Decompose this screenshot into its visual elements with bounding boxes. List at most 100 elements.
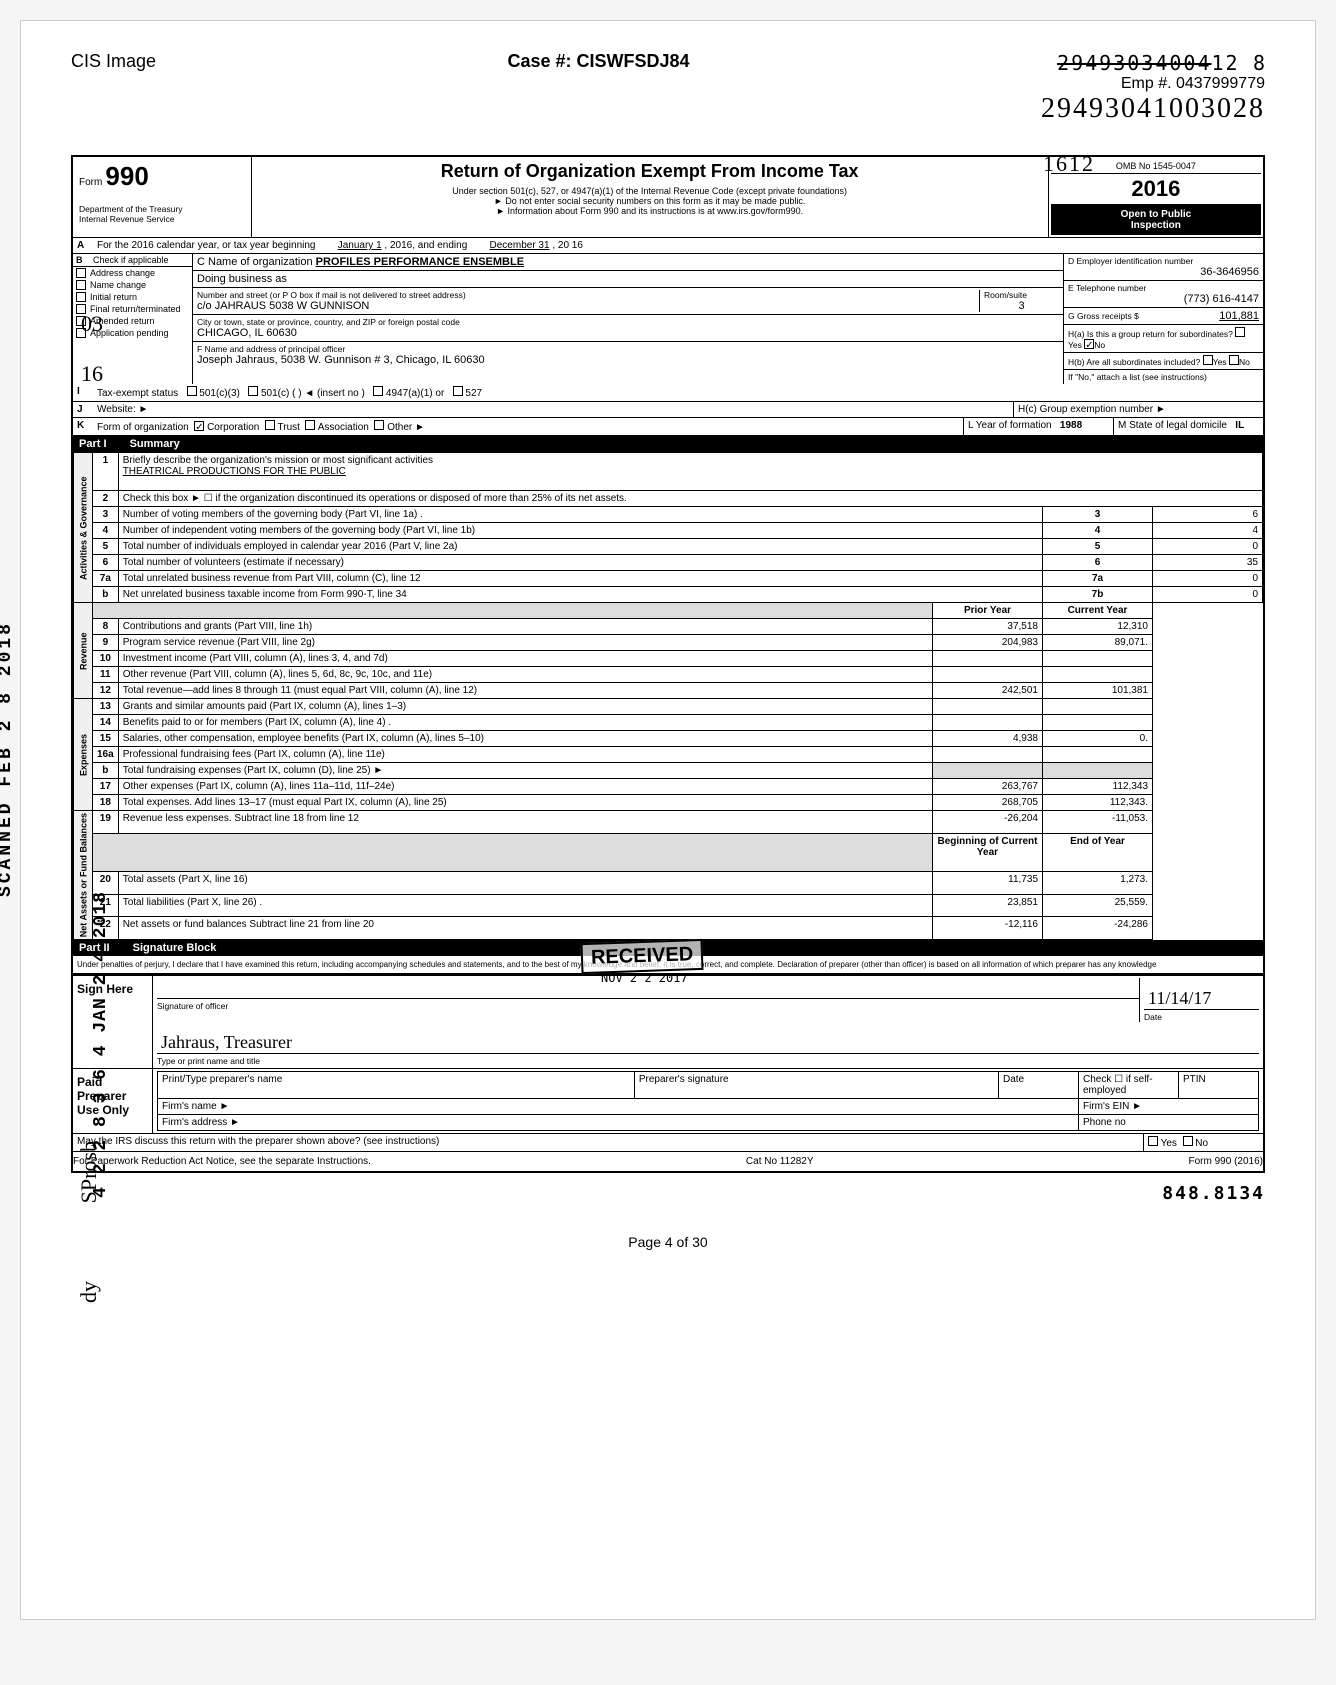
row-j: J Website: ► H(c) Group exemption number…: [73, 402, 1263, 418]
line1-text: Briefly describe the organization's miss…: [123, 455, 433, 466]
sub3: ► Information about Form 990 and its ins…: [256, 206, 1044, 216]
opt-527: 527: [465, 388, 482, 399]
line7b-num: b: [93, 587, 119, 603]
line17-text: Other expenses (Part IX, column (A), lin…: [118, 779, 932, 795]
line17-num: 17: [93, 779, 119, 795]
line8-cy: 12,310: [1043, 619, 1153, 635]
row-a-jan: January 1: [338, 240, 382, 251]
checkbox-address-change[interactable]: [76, 268, 86, 278]
strike-suffix: 12: [1212, 51, 1240, 75]
line12-num: 12: [93, 683, 119, 699]
column-d: D Employer identification number 36-3646…: [1063, 254, 1263, 384]
line3-sub: 3: [1043, 507, 1153, 523]
ha-no: No: [1094, 340, 1105, 350]
line20-cy: 1,273.: [1043, 872, 1153, 895]
hand-year-top: 1612: [1043, 151, 1095, 177]
hb-yes-checkbox[interactable]: [1203, 355, 1213, 365]
form-footer: For Paperwork Reduction Act Notice, see …: [73, 1152, 1263, 1171]
dba-label: Doing business as: [197, 273, 287, 285]
cat-no: Cat No 11282Y: [746, 1156, 814, 1167]
line6-val: 35: [1153, 555, 1263, 571]
line11-text: Other revenue (Part VIII, column (A), li…: [118, 667, 932, 683]
line3-num: 3: [93, 507, 119, 523]
line18-num: 18: [93, 795, 119, 811]
line10-num: 10: [93, 651, 119, 667]
checkbox-initial-return[interactable]: [76, 292, 86, 302]
side-activities: Activities & Governance: [74, 453, 93, 603]
ha-yes-checkbox[interactable]: [1235, 327, 1245, 337]
line12-py: 242,501: [933, 683, 1043, 699]
column-c: C Name of organization PROFILES PERFORMA…: [193, 254, 1063, 384]
j-text: Website: ►: [93, 402, 1013, 417]
527-checkbox[interactable]: [453, 386, 463, 396]
4947-checkbox[interactable]: [373, 386, 383, 396]
line19-text: Revenue less expenses. Subtract line 18 …: [118, 811, 932, 834]
discuss-no-checkbox[interactable]: [1183, 1136, 1193, 1146]
may-irs-text: May the IRS discuss this return with the…: [73, 1134, 1143, 1151]
501c3-checkbox[interactable]: [187, 386, 197, 396]
assoc-checkbox[interactable]: [305, 420, 315, 430]
ha-no-checkbox[interactable]: [1084, 339, 1094, 349]
paperwork-text: For Paperwork Reduction Act Notice, see …: [73, 1156, 371, 1167]
b-text: Check if applicable: [93, 255, 169, 265]
prep-sig-label: Preparer's signature: [634, 1072, 998, 1099]
bottom-number: 848.8134: [71, 1183, 1265, 1204]
line7a-val: 0: [1153, 571, 1263, 587]
row-a-content: For the 2016 calendar year, or tax year …: [93, 238, 1263, 253]
opt-501c3: 501(c)(3): [199, 388, 240, 399]
ptin-label: PTIN: [1179, 1072, 1259, 1099]
c-label: C Name of organization: [197, 256, 313, 268]
l-text: L Year of formation: [968, 420, 1052, 431]
sig-label: Signature of officer: [157, 1001, 1139, 1011]
addr-value: c/o JAHRAUS 5038 W GUNNISON: [197, 300, 979, 312]
corp-checkbox[interactable]: [194, 421, 204, 431]
paid-preparer-label: Paid Preparer Use Only: [73, 1069, 153, 1133]
line22-text: Net assets or fund balances Subtract lin…: [118, 917, 932, 940]
end-digit: 8: [1253, 51, 1265, 75]
discuss-yes: Yes: [1161, 1138, 1177, 1149]
line19-num: 19: [93, 811, 119, 834]
discuss-yes-checkbox[interactable]: [1148, 1136, 1158, 1146]
other-checkbox[interactable]: [374, 420, 384, 430]
line15-num: 15: [93, 731, 119, 747]
public2: Inspection: [1131, 220, 1181, 231]
l-val: 1988: [1060, 420, 1082, 431]
gross-value: 101,881: [1219, 310, 1259, 322]
row-a-mid: , 2016, and ending: [384, 240, 467, 251]
part1-title: Summary: [130, 438, 180, 450]
ha-label: H(a) Is this a group return for subordin…: [1068, 329, 1233, 339]
name-change-label: Name change: [90, 280, 146, 290]
501c-checkbox[interactable]: [248, 386, 258, 396]
case-label: Case #: CISWFSDJ84: [507, 51, 689, 72]
line19-py: -26,204: [933, 811, 1043, 834]
line4-num: 4: [93, 523, 119, 539]
form-word: Form: [79, 177, 102, 188]
e-label: E Telephone number: [1068, 283, 1259, 293]
hb-no-checkbox[interactable]: [1229, 355, 1239, 365]
sig-date-val: 11/14/17: [1144, 980, 1259, 1010]
checkbox-name-change[interactable]: [76, 280, 86, 290]
boy-hdr: Beginning of Current Year: [933, 833, 1043, 871]
strike-number: 29493034004: [1057, 51, 1211, 75]
g-label: G Gross receipts $: [1068, 311, 1139, 321]
line13-text: Grants and similar amounts paid (Part IX…: [118, 699, 932, 715]
side-net: Net Assets or Fund Balances: [74, 811, 93, 940]
line1-num: 1: [93, 453, 119, 491]
opt-501c: 501(c) (: [261, 388, 295, 399]
line3-val: 6: [1153, 507, 1263, 523]
emp-label: Emp #. 0437999779: [1041, 75, 1265, 93]
public-inspection: Open to Public Inspection: [1051, 205, 1261, 235]
line13-num: 13: [93, 699, 119, 715]
firm-addr-label: Firm's address ►: [158, 1115, 1079, 1131]
line17-py: 263,767: [933, 779, 1043, 795]
line19-cy: -11,053.: [1043, 811, 1153, 834]
title-left: Form 990 Department of the Treasury Inte…: [73, 157, 252, 237]
trust-checkbox[interactable]: [265, 420, 275, 430]
firm-name-label: Firm's name ►: [158, 1099, 1079, 1115]
j-label: J: [73, 402, 93, 417]
line5-text: Total number of individuals employed in …: [118, 539, 1042, 555]
line10-text: Investment income (Part VIII, column (A)…: [118, 651, 932, 667]
line11-py: [933, 667, 1043, 683]
line16b-num: b: [93, 763, 119, 779]
sig-name-line: Jahraus, Treasurer: [157, 1024, 1259, 1054]
